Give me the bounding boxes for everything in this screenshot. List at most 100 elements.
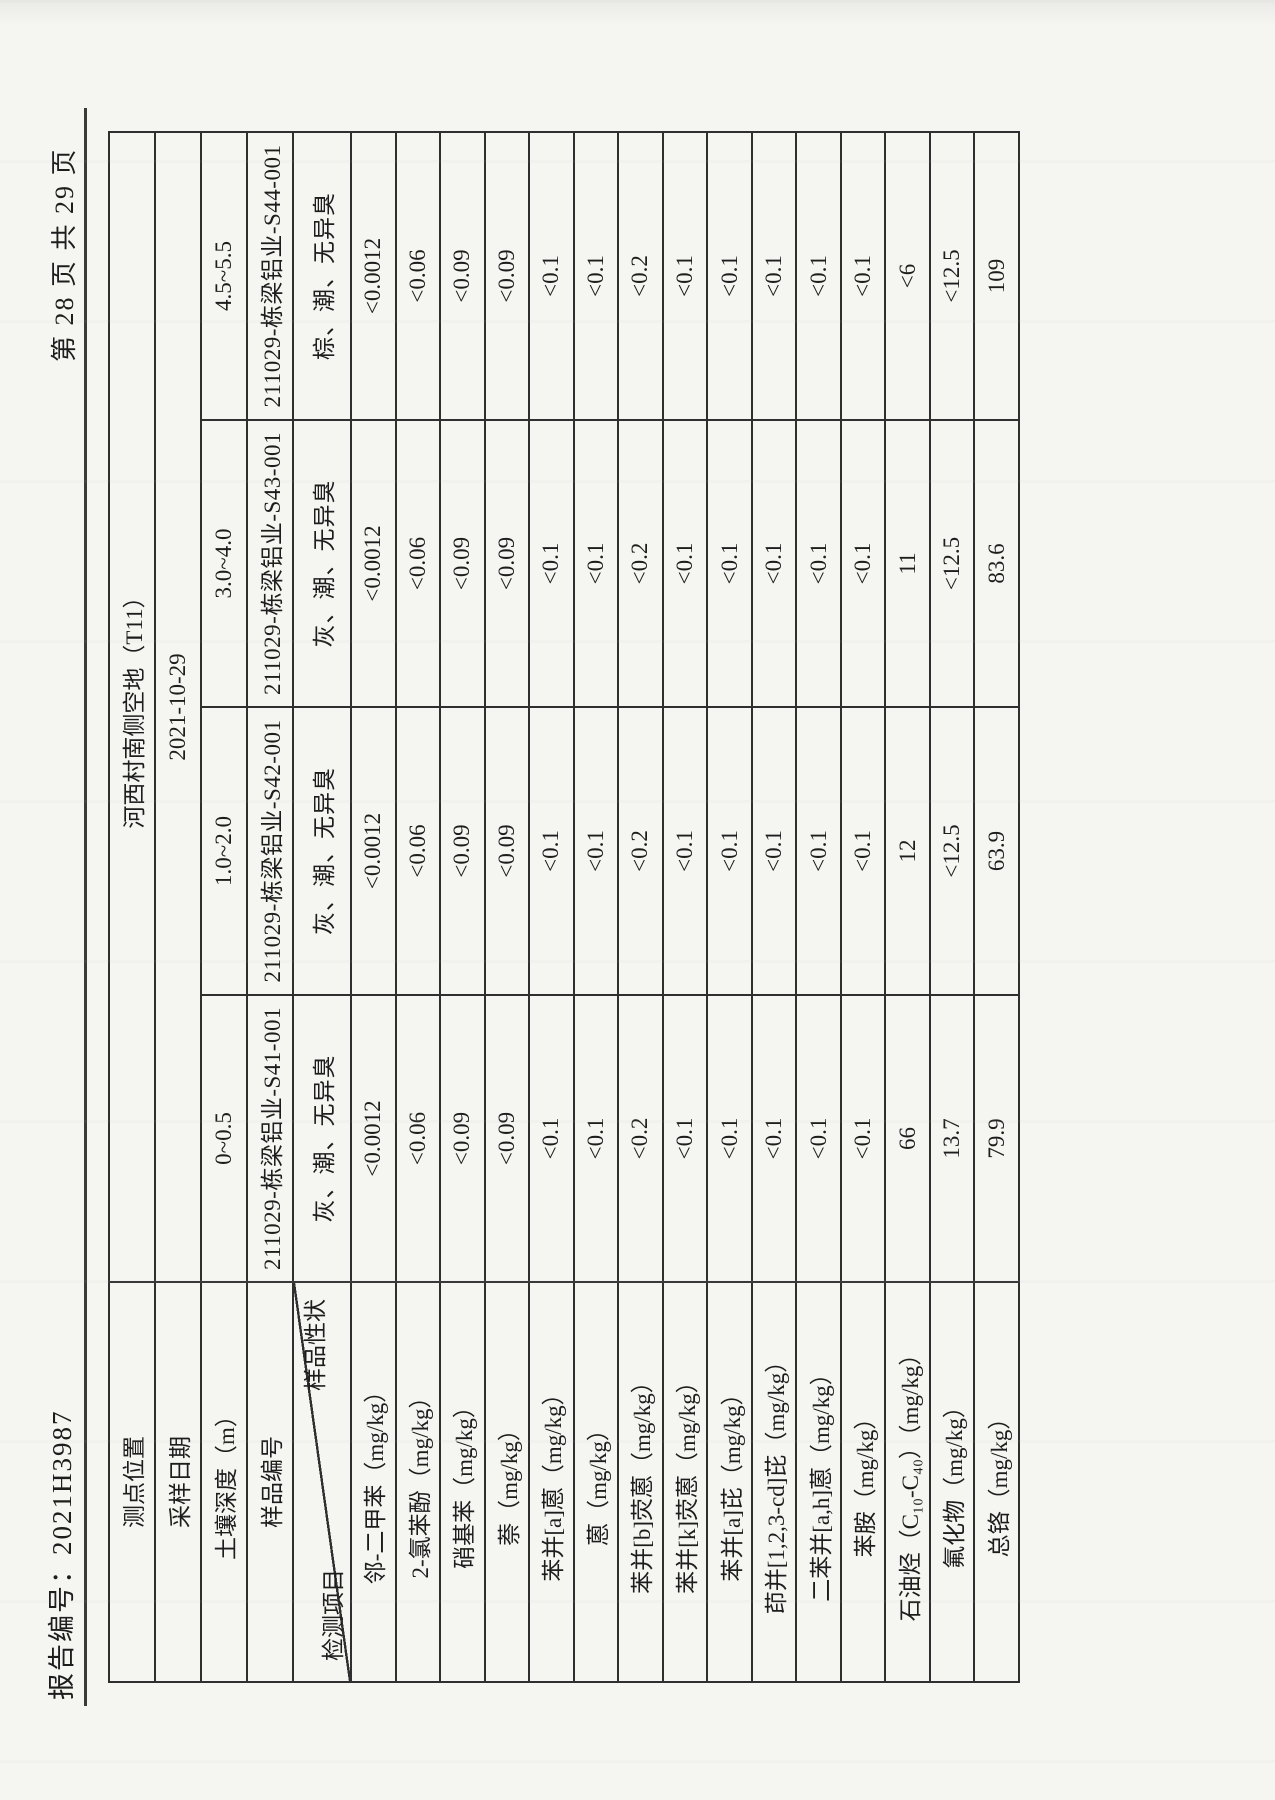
item-value: <0.1 bbox=[529, 131, 574, 420]
item-label: 苯并[b]荧蒽（mg/kg） bbox=[618, 1282, 663, 1682]
item-label: 苯并[a]蒽（mg/kg） bbox=[529, 1282, 574, 1682]
item-value: <0.2 bbox=[618, 131, 663, 420]
item-value: 79.9 bbox=[974, 995, 1019, 1282]
depth-value: 3.0~4.0 bbox=[201, 420, 247, 707]
item-label: 总铬（mg/kg） bbox=[974, 1282, 1019, 1682]
item-value: <0.1 bbox=[707, 131, 752, 420]
item-value: <12.5 bbox=[929, 131, 975, 420]
item-value: <0.1 bbox=[573, 995, 619, 1282]
item-value: 11 bbox=[885, 420, 930, 707]
item-value: <0.0012 bbox=[351, 707, 396, 995]
item-value: <0.09 bbox=[484, 131, 530, 420]
item-value: <0.1 bbox=[840, 131, 886, 420]
item-value: <0.06 bbox=[395, 707, 441, 995]
item-value: <0.2 bbox=[618, 995, 663, 1282]
item-value: <0.1 bbox=[796, 707, 841, 995]
table-row: 氟化物（mg/kg） 13.7 <12.5 <12.5 <12.5 bbox=[929, 131, 975, 1682]
depth-value: 0~0.5 bbox=[201, 995, 247, 1282]
table-row: 二苯并[a,h]蒽（mg/kg） <0.1 <0.1 <0.1 <0.1 bbox=[796, 131, 841, 1682]
item-value: <0.1 bbox=[662, 707, 708, 995]
item-value: <0.09 bbox=[440, 707, 485, 995]
item-value: <0.1 bbox=[796, 420, 841, 707]
character-value: 灰、潮、无异臭 bbox=[293, 995, 351, 1282]
item-label: 邻-二甲苯（mg/kg） bbox=[351, 1282, 396, 1682]
item-value: <0.1 bbox=[529, 420, 574, 707]
table-row: 硝基苯（mg/kg） <0.09 <0.09 <0.09 <0.09 bbox=[440, 131, 485, 1682]
item-value: <0.1 bbox=[751, 707, 797, 995]
item-value: <0.1 bbox=[796, 995, 841, 1282]
item-value: 66 bbox=[885, 995, 930, 1282]
item-value: <0.1 bbox=[751, 995, 797, 1282]
item-value: <6 bbox=[885, 131, 930, 420]
item-value: 109 bbox=[974, 131, 1019, 420]
item-value: <0.1 bbox=[662, 420, 708, 707]
table-row: 邻-二甲苯（mg/kg） <0.0012 <0.0012 <0.0012 <0.… bbox=[351, 131, 396, 1682]
item-value: 12 bbox=[885, 707, 930, 995]
character-value: 棕、潮、无异臭 bbox=[293, 131, 351, 420]
item-value: <0.09 bbox=[484, 995, 530, 1282]
sample-id-value: 211029-栋梁铝业-S41-001 bbox=[247, 995, 293, 1282]
item-value: <0.09 bbox=[440, 131, 485, 420]
item-value: <0.1 bbox=[573, 420, 619, 707]
depth-value: 4.5~5.5 bbox=[201, 131, 247, 420]
table-row: 苯并[a]芘（mg/kg） <0.1 <0.1 <0.1 <0.1 bbox=[707, 131, 752, 1682]
item-value: <0.1 bbox=[573, 707, 619, 995]
item-label: 硝基苯（mg/kg） bbox=[440, 1282, 485, 1682]
table-row: 总铬（mg/kg） 79.9 63.9 83.6 109 bbox=[974, 131, 1019, 1682]
item-value: 63.9 bbox=[974, 707, 1019, 995]
row-depth-label: 土壤深度（m） bbox=[201, 1282, 247, 1682]
item-value: <0.1 bbox=[751, 131, 797, 420]
item-label: 苯并[a]芘（mg/kg） bbox=[707, 1282, 752, 1682]
item-value: <0.1 bbox=[751, 420, 797, 707]
item-label: 石油烃（C₁₀-C₄₀）（mg/kg） bbox=[885, 1282, 930, 1682]
item-value: <0.2 bbox=[618, 420, 663, 707]
sample-id-value: 211029-栋梁铝业-S42-001 bbox=[247, 707, 293, 995]
item-value: <0.0012 bbox=[351, 995, 396, 1282]
item-value: <0.1 bbox=[707, 707, 752, 995]
table-row: 萘（mg/kg） <0.09 <0.09 <0.09 <0.09 bbox=[484, 131, 530, 1682]
row-sample-id-label: 样品编号 bbox=[247, 1282, 293, 1682]
item-value: <0.1 bbox=[662, 131, 708, 420]
row-location: 测点位置 河西村南侧空地（T11） bbox=[109, 131, 155, 1682]
sample-id-value: 211029-栋梁铝业-S44-001 bbox=[247, 131, 293, 420]
row-sample-id: 样品编号 211029-栋梁铝业-S41-001 211029-栋梁铝业-S42… bbox=[247, 131, 293, 1682]
item-value: <0.06 bbox=[395, 995, 441, 1282]
table-row: 苯胺（mg/kg） <0.1 <0.1 <0.1 <0.1 bbox=[840, 131, 886, 1682]
table-row: 2-氯苯酚（mg/kg） <0.06 <0.06 <0.06 <0.06 bbox=[395, 131, 441, 1682]
item-label: 二苯并[a,h]蒽（mg/kg） bbox=[796, 1282, 841, 1682]
item-value: <0.1 bbox=[840, 420, 886, 707]
item-value: <0.1 bbox=[529, 995, 574, 1282]
item-value: <0.09 bbox=[484, 707, 530, 995]
item-label: 茚并[1,2,3-cd]芘（mg/kg） bbox=[751, 1282, 797, 1682]
row-character: 样品性状 检测项目 灰、潮、无异臭 灰、潮、无异臭 灰、潮、无异臭 棕、潮、无异… bbox=[293, 131, 351, 1682]
item-value: <0.09 bbox=[440, 420, 485, 707]
sample-id-value: 211029-栋梁铝业-S43-001 bbox=[247, 420, 293, 707]
table-row: 石油烃（C₁₀-C₄₀）（mg/kg） 66 12 11 <6 bbox=[885, 131, 930, 1682]
item-value: <0.1 bbox=[662, 995, 708, 1282]
character-value: 灰、潮、无异臭 bbox=[293, 707, 351, 995]
item-value: <0.06 bbox=[395, 420, 441, 707]
item-label: 蒽（mg/kg） bbox=[573, 1282, 619, 1682]
depth-value: 1.0~2.0 bbox=[201, 707, 247, 995]
item-value: <0.09 bbox=[440, 995, 485, 1282]
table-row: 蒽（mg/kg） <0.1 <0.1 <0.1 <0.1 bbox=[573, 131, 619, 1682]
row-date: 采样日期 2021-10-29 bbox=[155, 131, 201, 1682]
item-value: <0.1 bbox=[707, 995, 752, 1282]
table-row: 苯并[k]荧蒽（mg/kg） <0.1 <0.1 <0.1 <0.1 bbox=[662, 131, 708, 1682]
item-value: <12.5 bbox=[929, 420, 975, 707]
item-value: <0.0012 bbox=[351, 420, 396, 707]
table-row: 苯并[a]蒽（mg/kg） <0.1 <0.1 <0.1 <0.1 bbox=[529, 131, 574, 1682]
table-row: 苯并[b]荧蒽（mg/kg） <0.2 <0.2 <0.2 <0.2 bbox=[618, 131, 663, 1682]
diagonal-label-item: 检测项目 bbox=[321, 1569, 346, 1661]
diagonal-header-cell: 样品性状 检测项目 bbox=[293, 1282, 351, 1682]
row-location-value: 河西村南侧空地（T11） bbox=[109, 131, 155, 1282]
item-value: <0.0012 bbox=[351, 131, 396, 420]
item-label: 萘（mg/kg） bbox=[484, 1282, 530, 1682]
diagonal-label-character: 样品性状 bbox=[303, 1299, 328, 1391]
page-indicator: 第 28 页 共 29 页 bbox=[50, 147, 79, 362]
item-value: 13.7 bbox=[929, 995, 975, 1282]
item-value: <0.1 bbox=[840, 707, 886, 995]
results-table: 测点位置 河西村南侧空地（T11） 采样日期 2021-10-29 土壤深度（m… bbox=[108, 131, 1020, 1683]
